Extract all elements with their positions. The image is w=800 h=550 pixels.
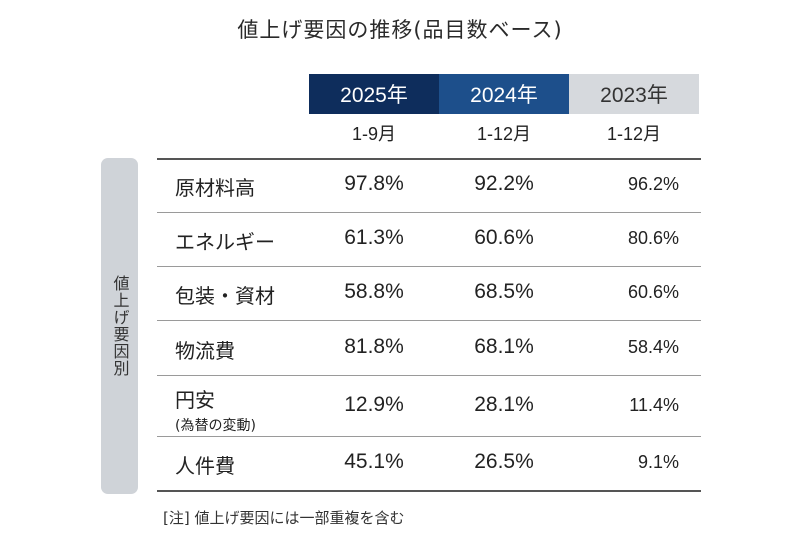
row-label-2: 包装・資材 — [175, 280, 275, 309]
value-cell-r5-c0: 45.1% — [344, 450, 404, 473]
row-group-label: 値上げ要因別 — [101, 158, 138, 494]
table-rule-4 — [157, 375, 701, 376]
row-label-text: 人件費 — [175, 454, 235, 478]
column-header-2: 2023年 — [569, 74, 699, 114]
table-rule-2 — [157, 266, 701, 267]
row-label-text: 原材料高 — [175, 176, 255, 200]
value-cell-r1-c2: 80.6% — [627, 228, 679, 248]
column-header-0: 2025年 — [309, 74, 439, 114]
row-label-0: 原材料高 — [175, 172, 255, 201]
value-cell-r1-c0: 61.3% — [344, 226, 404, 249]
column-header-1: 2024年 — [439, 74, 569, 114]
row-label-subtext: (為替の変動) — [175, 417, 256, 434]
column-period-1: 1-12月 — [476, 124, 532, 144]
chart-title: 値上げ要因の推移(品目数ベース) — [237, 18, 563, 42]
value-cell-r0-c2: 96.2% — [627, 174, 679, 194]
value-cell-r5-c2: 9.1% — [637, 452, 679, 472]
row-label-text: 物流費 — [175, 338, 235, 363]
value-cell-r2-c0: 58.8% — [344, 280, 404, 303]
column-period-0: 1-9月 — [351, 124, 396, 144]
value-cell-r5-c1: 26.5% — [474, 450, 534, 473]
row-label-text: エネルギー — [175, 230, 275, 254]
row-label-text: 円安 — [175, 387, 215, 412]
value-cell-r4-c1: 28.1% — [474, 392, 534, 416]
value-cell-r2-c1: 68.5% — [474, 280, 534, 303]
row-group-label-text: 値上げ要因別 — [110, 275, 130, 377]
value-cell-r3-c1: 68.1% — [474, 334, 534, 358]
table-rule-5 — [157, 436, 701, 437]
table-note: [注] 値上げ要因には一部重複を含む — [163, 509, 405, 527]
table-rule-0 — [157, 158, 701, 160]
row-label-5: 人件費 — [175, 450, 235, 479]
value-cell-r3-c2: 58.4% — [627, 336, 679, 357]
value-cell-r2-c2: 60.6% — [627, 282, 679, 302]
row-label-3: 物流費 — [175, 335, 235, 364]
value-cell-r4-c2: 11.4% — [629, 394, 679, 415]
row-label-4: 円安 (為替の変動) — [175, 384, 256, 435]
value-cell-r0-c1: 92.2% — [474, 172, 534, 195]
column-period-2: 1-12月 — [606, 124, 662, 144]
value-cell-r1-c1: 60.6% — [474, 226, 534, 249]
table-rule-6 — [157, 490, 701, 492]
value-cell-r0-c0: 97.8% — [344, 172, 404, 195]
table-rule-3 — [157, 320, 701, 321]
row-label-1: エネルギー — [175, 226, 275, 255]
value-cell-r4-c0: 12.9% — [344, 392, 404, 416]
row-label-text: 包装・資材 — [175, 284, 275, 308]
table-rule-1 — [157, 212, 701, 213]
value-cell-r3-c0: 81.8% — [344, 334, 404, 358]
